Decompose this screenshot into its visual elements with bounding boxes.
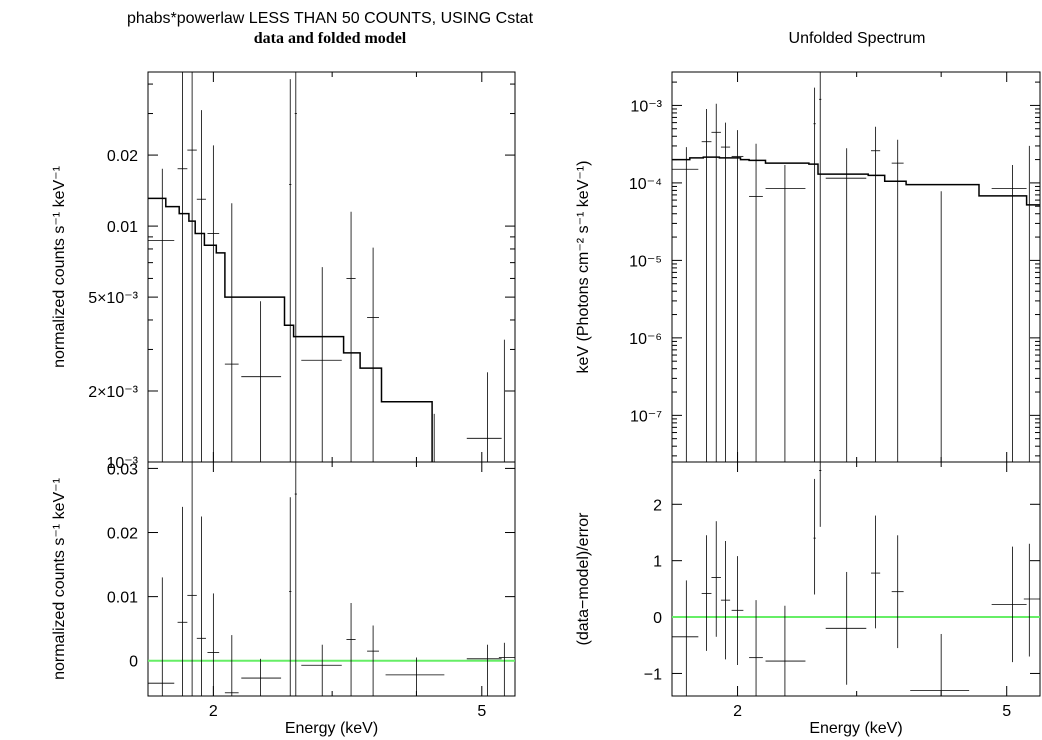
left-chart-title: phabs*powerlaw LESS THAN 50 COUNTS, USIN… (126, 10, 534, 27)
data-point (749, 600, 763, 696)
data-point (749, 143, 763, 462)
data-point (825, 571, 867, 685)
data-point (991, 546, 1027, 663)
data-point (813, 87, 816, 462)
data-point (701, 108, 712, 462)
data-point (466, 644, 502, 696)
y-tick-label: 10⁻⁵ (629, 253, 662, 270)
data-point (813, 478, 816, 595)
y-tick-label: 10⁻⁶ (629, 331, 662, 348)
data-point (224, 635, 239, 696)
data-point (731, 130, 744, 462)
y-tick-label: 10⁻³ (630, 98, 662, 115)
y-tick-label: 0 (129, 654, 138, 671)
data-point (177, 506, 188, 696)
data-point (765, 605, 806, 696)
data-point (385, 657, 445, 696)
data-point (870, 515, 881, 629)
y-tick-label: 10⁻⁷ (630, 408, 662, 425)
y-axis-label: (data−model)/error (575, 512, 592, 646)
data-point (765, 165, 806, 462)
data-point (1023, 543, 1040, 657)
data-point (825, 148, 867, 462)
data-point (148, 577, 175, 696)
x-axis-label: Energy (keV) (809, 720, 902, 737)
y-tick-label: 0 (653, 610, 662, 627)
y-tick-label: 0.03 (107, 461, 138, 478)
data-point (819, 462, 822, 527)
x-tick-label: 5 (1002, 703, 1011, 720)
data-point (891, 139, 904, 462)
data-point (819, 72, 822, 462)
data-point (367, 247, 379, 462)
data-point (870, 126, 881, 462)
x-tick-label: 5 (477, 703, 486, 720)
y-axis-label: normalized counts s⁻¹ keV⁻¹ (51, 478, 68, 680)
data-point (672, 147, 699, 462)
data-point (207, 145, 220, 462)
y-tick-label: 0.01 (107, 590, 138, 607)
y-tick-label: −1 (644, 666, 662, 683)
y-tick-label: 0.02 (107, 148, 138, 165)
data-point (187, 72, 197, 462)
x-axis-label: Energy (keV) (285, 720, 378, 737)
plot-frame (671, 461, 1041, 697)
y-tick-label: 10⁻⁴ (629, 176, 662, 193)
data-point (367, 625, 379, 696)
x-tick-label: 2 (733, 703, 742, 720)
data-point (241, 658, 282, 696)
data-point (289, 79, 292, 462)
data-point (672, 580, 699, 696)
right-chart-title: Unfolded Spectrum (788, 30, 926, 47)
data-point (701, 535, 712, 651)
data-point (731, 556, 744, 665)
data-point (720, 122, 731, 462)
y-tick-label: 2×10⁻³ (88, 384, 138, 401)
panel-unfolded-spectrum: 10⁻³ 10⁻⁴ 10⁻⁵ 10⁻⁶ 10⁻⁷ keV (Photons cm⁻² s⁻… (575, 71, 1041, 463)
data-point (711, 103, 721, 462)
y-tick-label: 2 (653, 497, 662, 514)
data-point (294, 462, 297, 696)
data-point (177, 72, 188, 462)
y-tick-label: 10⁻³ (106, 455, 138, 472)
plot-frame (147, 461, 516, 697)
data-point (224, 203, 239, 462)
x-tick-label: 2 (209, 703, 218, 720)
model-step-line (148, 197, 433, 462)
panel-data-folded-model: 0.02 0.01 5×10⁻³ 2×10⁻³ 10⁻³ normalized count… (51, 71, 516, 472)
data-point (196, 516, 206, 696)
data-point (991, 165, 1027, 462)
data-point (498, 642, 515, 696)
data-point (289, 497, 292, 696)
data-point (301, 644, 342, 696)
data-point (207, 593, 220, 696)
panel-residual-sigma: 2 1 0 −1 (data−model)/error 2 5 Energy (keV) (575, 461, 1041, 737)
data-point (301, 267, 342, 462)
left-chart-subtitle: data and folded model (253, 30, 407, 47)
plot-frame (671, 71, 1041, 463)
data-point (720, 540, 731, 660)
data-point (466, 372, 502, 462)
data-point (346, 211, 356, 462)
panel-residual-counts: 0.03 0.02 0.01 0 normalized counts s⁻¹ keV⁻¹… (51, 461, 516, 737)
data-point (148, 168, 175, 462)
y-tick-label: 1 (653, 554, 662, 571)
y-tick-label: 5×10⁻³ (88, 290, 138, 307)
data-point (711, 521, 721, 637)
data-point (891, 535, 904, 649)
data-point (196, 110, 206, 462)
y-tick-label: 0.02 (107, 526, 138, 543)
y-axis-label: keV (Photons cm⁻² s⁻¹ keV⁻¹) (575, 161, 592, 374)
y-tick-label: 0.01 (107, 219, 138, 236)
y-axis-label: normalized counts s⁻¹ keV⁻¹ (51, 166, 68, 368)
data-point (910, 633, 970, 696)
data-point (294, 72, 297, 462)
data-point (187, 462, 197, 696)
plot-frame (147, 71, 516, 463)
data-point (241, 301, 282, 462)
data-point (346, 603, 356, 696)
model-step-line (672, 156, 1040, 206)
